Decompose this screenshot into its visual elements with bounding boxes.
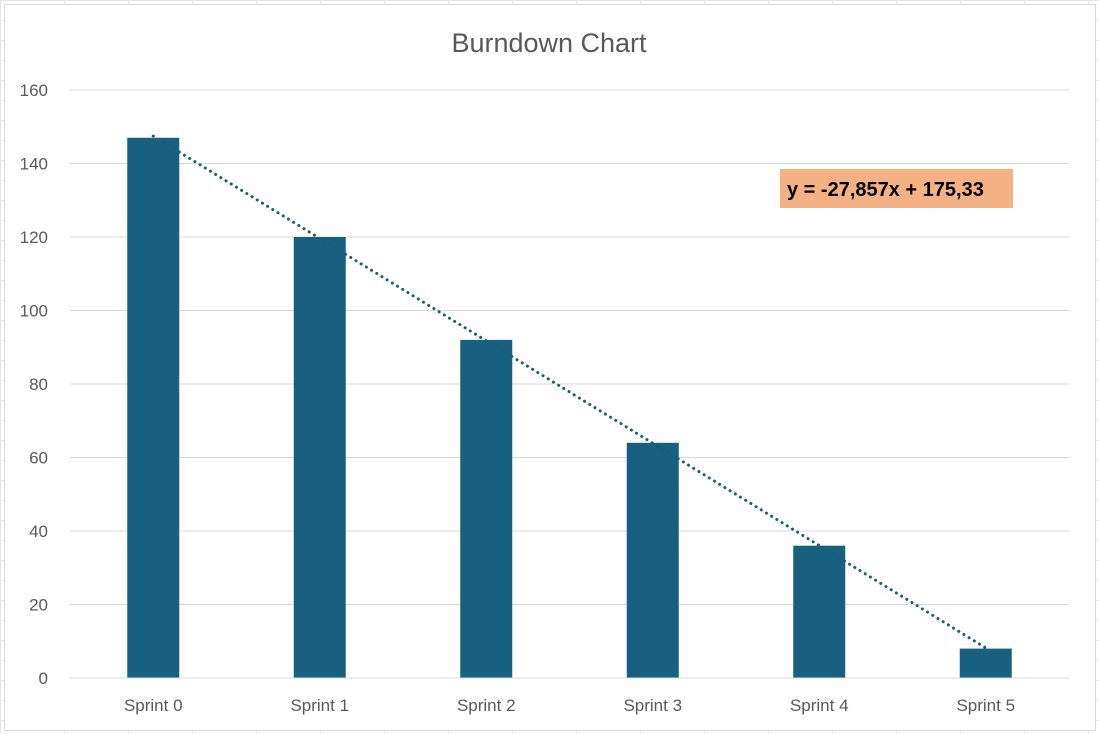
gridlines (70, 89, 1069, 605)
y-tick-label: 140 (20, 155, 48, 174)
bar-sprint-1[interactable] (293, 237, 346, 678)
y-axis-tick-labels: 0 20 40 60 80 100 120 140 160 (20, 81, 48, 688)
bar-sprint-4[interactable] (793, 545, 846, 678)
y-tick-label: 0 (39, 669, 48, 688)
x-tick-label: Sprint 5 (956, 696, 1015, 715)
bar-sprint-3[interactable] (626, 442, 679, 678)
x-tick-label: Sprint 3 (623, 696, 682, 715)
y-tick-label: 20 (29, 596, 48, 615)
y-tick-label: 120 (20, 228, 48, 247)
x-tick-label: Sprint 1 (290, 696, 349, 715)
y-tick-label: 160 (20, 81, 48, 100)
trendline-equation-background (780, 169, 1013, 208)
bar-sprint-2[interactable] (460, 339, 513, 678)
y-tick-label: 60 (29, 449, 48, 468)
chart-title[interactable]: Burndown Chart (451, 28, 647, 58)
x-tick-label: Sprint 4 (790, 696, 849, 715)
y-tick-label: 80 (29, 375, 48, 394)
chart-area[interactable] (4, 4, 1096, 731)
trendline[interactable] (151, 134, 988, 650)
bar-sprint-0[interactable] (127, 137, 180, 678)
x-tick-label: Sprint 0 (124, 696, 183, 715)
x-axis-category-labels: Sprint 0 Sprint 1 Sprint 2 Sprint 3 Sprint 4… (124, 696, 1015, 715)
trendline-equation-text: y = -27,857x + 175,33 (787, 179, 984, 201)
y-tick-label: 40 (29, 522, 48, 541)
trendline-equation-label[interactable]: y = -27,857x + 175,33 (780, 169, 1013, 208)
bars (127, 137, 1012, 678)
bar-sprint-5[interactable] (959, 648, 1012, 678)
y-tick-label: 100 (20, 302, 48, 321)
x-tick-label: Sprint 2 (457, 696, 516, 715)
